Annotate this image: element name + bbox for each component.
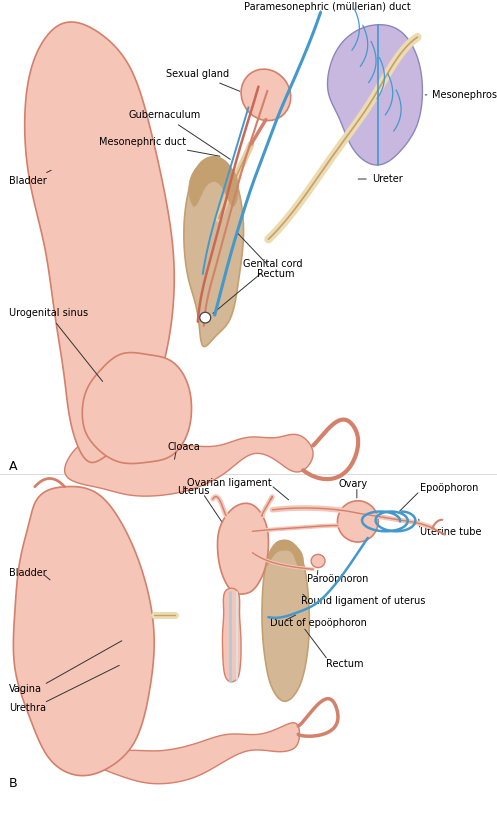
Polygon shape — [218, 503, 268, 594]
Text: Sexual gland: Sexual gland — [166, 69, 240, 92]
Polygon shape — [184, 157, 244, 346]
Text: Round ligament of uterus: Round ligament of uterus — [301, 596, 425, 606]
Text: Uterine tube: Uterine tube — [420, 527, 482, 537]
Text: A: A — [9, 460, 17, 473]
Polygon shape — [13, 487, 154, 776]
Polygon shape — [223, 588, 241, 681]
Text: Vagina: Vagina — [9, 684, 42, 694]
Text: Paroöphoron: Paroöphoron — [307, 574, 368, 584]
Polygon shape — [328, 25, 422, 165]
Ellipse shape — [311, 554, 325, 568]
Text: Bladder: Bladder — [9, 568, 47, 578]
Text: Rectum: Rectum — [238, 233, 295, 279]
Ellipse shape — [241, 69, 291, 120]
Text: Ovarian ligament: Ovarian ligament — [187, 478, 272, 488]
Text: Uterus: Uterus — [176, 486, 209, 496]
Polygon shape — [267, 540, 303, 569]
Text: Paramesonephric (müllerian) duct: Paramesonephric (müllerian) duct — [244, 2, 411, 12]
Text: Duct of epoöphoron: Duct of epoöphoron — [270, 618, 367, 628]
Text: Cloaca: Cloaca — [167, 442, 200, 452]
Polygon shape — [262, 540, 309, 701]
Text: Mesonephric duct: Mesonephric duct — [99, 137, 220, 156]
Text: Urethra: Urethra — [9, 703, 46, 713]
Ellipse shape — [200, 313, 211, 323]
Text: Ovary: Ovary — [338, 479, 367, 489]
Ellipse shape — [337, 501, 378, 542]
Text: Epoöphoron: Epoöphoron — [420, 483, 478, 493]
Polygon shape — [83, 352, 191, 464]
Text: Bladder: Bladder — [9, 170, 51, 186]
Text: Rectum: Rectum — [326, 659, 363, 669]
Text: Urogenital sinus: Urogenital sinus — [9, 309, 103, 381]
Text: Mesonephros: Mesonephros — [425, 90, 497, 100]
Polygon shape — [189, 157, 239, 206]
Polygon shape — [65, 434, 313, 496]
Text: Gubernaculum: Gubernaculum — [128, 111, 230, 159]
Polygon shape — [25, 22, 174, 463]
Text: Genital cord: Genital cord — [213, 259, 302, 314]
Polygon shape — [89, 723, 300, 784]
Text: B: B — [9, 777, 17, 790]
Text: Ureter: Ureter — [358, 174, 403, 184]
